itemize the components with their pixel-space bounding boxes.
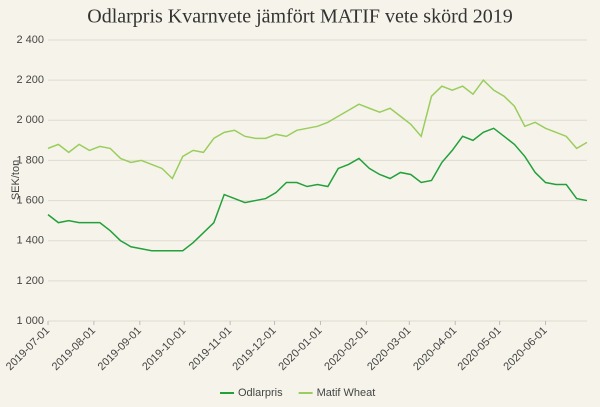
x-tick-label: 2020-02-01	[322, 325, 370, 373]
x-tick-label: 2020-01-01	[276, 325, 324, 373]
x-tick-label: 2019-07-01	[4, 325, 52, 373]
x-tick-label: 2020-03-01	[365, 325, 413, 373]
series-line	[47, 79, 588, 180]
legend-label: Odlarpris	[238, 387, 283, 399]
x-tick-label: 2020-04-01	[411, 325, 459, 373]
y-tick-label: 2 400	[16, 34, 44, 46]
y-tick-label: 1 600	[16, 194, 44, 206]
y-tick-label: 1 200	[16, 275, 44, 287]
x-tick-label: 2019-09-01	[96, 325, 144, 373]
series-line	[47, 127, 588, 252]
chart-title: Odlarpris Kvarnvete jämfört MATIF vete s…	[87, 6, 512, 28]
x-tick-label: 2019-11-01	[187, 325, 235, 373]
x-tick-label: 2019-12-01	[230, 325, 278, 373]
y-axis-label: SEK/ton	[10, 160, 22, 200]
legend-label: Matif Wheat	[317, 387, 376, 399]
y-tick-label: 1 800	[16, 154, 44, 166]
y-tick-label: 1 400	[16, 235, 44, 247]
x-tick-label: 2020-06-01	[501, 325, 549, 373]
x-tick-label: 2019-08-01	[50, 325, 98, 373]
y-tick-label: 2 000	[16, 114, 44, 126]
y-tick-label: 1 000	[16, 315, 44, 327]
x-tick-label: 2019-10-01	[140, 325, 188, 373]
y-tick-label: 2 200	[16, 74, 44, 86]
x-tick-label: 2020-05-01	[456, 325, 504, 373]
